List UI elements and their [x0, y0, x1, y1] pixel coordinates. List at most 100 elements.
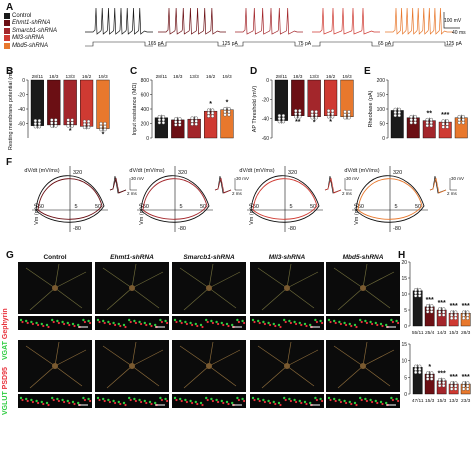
phase-xtick: -50: [356, 204, 364, 210]
data-point: [54, 124, 58, 128]
y-tick-label: 5: [404, 308, 407, 314]
puncta-dots: [251, 318, 324, 329]
data-point: [441, 383, 446, 388]
y-tick-label: 20: [401, 260, 407, 266]
n-label: 25/4: [425, 330, 435, 336]
phase-ytick: -80: [73, 226, 81, 232]
y-tick-label: 15: [401, 276, 407, 282]
current-step: [235, 41, 303, 47]
chart-B: 0 -20 -40 -60 Resting membrane potential (mV…: [8, 68, 110, 150]
step-label-mll3: 65 pA: [378, 41, 392, 47]
data-point: [70, 124, 74, 128]
n-label: 15/3: [449, 330, 459, 336]
panel-label-a: A: [6, 2, 14, 13]
data-point: [425, 307, 430, 311]
data-point: [453, 387, 458, 391]
legend-item: Mll3-shRNA: [4, 35, 44, 42]
legend-item: Mbd5-shRNA: [4, 42, 48, 49]
data-point: [223, 110, 227, 114]
puncta-dots: [173, 396, 246, 407]
inset-scale-x: 2 ms: [232, 191, 243, 196]
significance-star: ***: [462, 374, 470, 381]
data-point: [441, 377, 446, 382]
data-point: [429, 371, 434, 375]
puncta-dots: [96, 396, 169, 407]
y-tick-label: 400: [141, 107, 150, 113]
data-point: [298, 109, 302, 113]
phase-x-label: Vm (mV): [354, 203, 360, 225]
data-point: [103, 127, 107, 132]
significance-star: *: [313, 120, 316, 127]
y-tick-label: 0: [404, 324, 407, 330]
column-header: Smarcb1-shRNA: [183, 254, 235, 261]
data-point: [86, 125, 91, 130]
legend-label: Ehmt1-shRNA: [12, 20, 51, 26]
phase-xtick: 5: [179, 204, 182, 210]
y-tick-label: 150: [377, 93, 386, 99]
significance-star: **: [427, 111, 433, 118]
inset-spike-control: [429, 175, 447, 194]
neuron-branches: [102, 341, 164, 389]
data-point: [33, 121, 38, 126]
puncta-dots: [327, 318, 400, 329]
inset-spike-shrna: [214, 177, 232, 194]
neuron-branches: [333, 263, 395, 311]
n-label: 13/2: [449, 398, 459, 404]
current-step: [158, 41, 226, 47]
panel-label-d: D: [250, 66, 258, 77]
phase-loop-control: [140, 175, 210, 223]
phase-loop-shrna: [37, 178, 103, 220]
inset-scale-x: 2 ms: [127, 191, 138, 196]
inset-spike-shrna: [109, 177, 127, 194]
inset-spike-shrna: [324, 177, 342, 194]
puncta-dots: [96, 318, 169, 329]
data-point: [441, 313, 446, 317]
data-point: [298, 115, 302, 119]
n-label: 28/3: [461, 330, 471, 336]
phase-ytick: 320: [73, 170, 82, 176]
micrograph-row1: [95, 262, 169, 314]
chart-H-bottom: 151050Puncta/10 µm47/1115/3*15/3***13/2*…: [390, 342, 471, 404]
ap-trace: [385, 7, 453, 35]
data-point: [413, 291, 418, 295]
significance-star: *: [329, 119, 332, 126]
zoom-strip-row2: [250, 394, 324, 408]
phase-x-label: Vm (mV): [249, 203, 255, 225]
data-point: [178, 123, 182, 127]
phase-ytick: -80: [393, 226, 401, 232]
data-point: [449, 384, 454, 388]
data-point: [227, 113, 231, 117]
phase-xtick: 50: [95, 204, 101, 210]
n-label: 19/3: [222, 74, 232, 80]
data-point: [441, 122, 445, 126]
micrograph-row2: [172, 340, 246, 392]
zoom-strip-row1: [326, 316, 400, 330]
data-point: [461, 384, 466, 388]
column-header: Mll3-shRNA: [268, 254, 306, 261]
data-point: [441, 307, 446, 311]
column-header: Control: [43, 254, 67, 261]
n-label: 28/11: [32, 74, 44, 80]
zoom-strip-row2: [95, 394, 169, 408]
panel-label-c: C: [130, 66, 138, 77]
data-point: [429, 117, 433, 122]
inset-scale-bar: [129, 178, 137, 191]
chart-C: 800 600 400 200 0 Input resistance (MΩ) 28/11 1…: [132, 74, 234, 142]
current-step: [312, 41, 380, 47]
y-tick-label: -20: [262, 97, 269, 103]
data-point: [409, 117, 413, 122]
neuron-branches: [25, 263, 87, 311]
significance-star: ***: [426, 297, 434, 304]
neuron-branches: [102, 263, 164, 311]
panel-label-e: E: [364, 66, 371, 77]
phase-x-label: Vm (mV): [139, 203, 145, 225]
data-point: [178, 117, 182, 121]
data-point: [465, 310, 470, 314]
inset-scale-x: 2 ms: [342, 191, 353, 196]
column-header: Mbd5-shRNA: [342, 254, 384, 261]
scale-bar: [443, 12, 460, 29]
inset-scale-x: 2 ms: [447, 191, 458, 196]
data-point: [429, 304, 434, 308]
gephyrin-label: Gephyrin: [2, 308, 9, 340]
significance-star: *: [428, 364, 431, 371]
